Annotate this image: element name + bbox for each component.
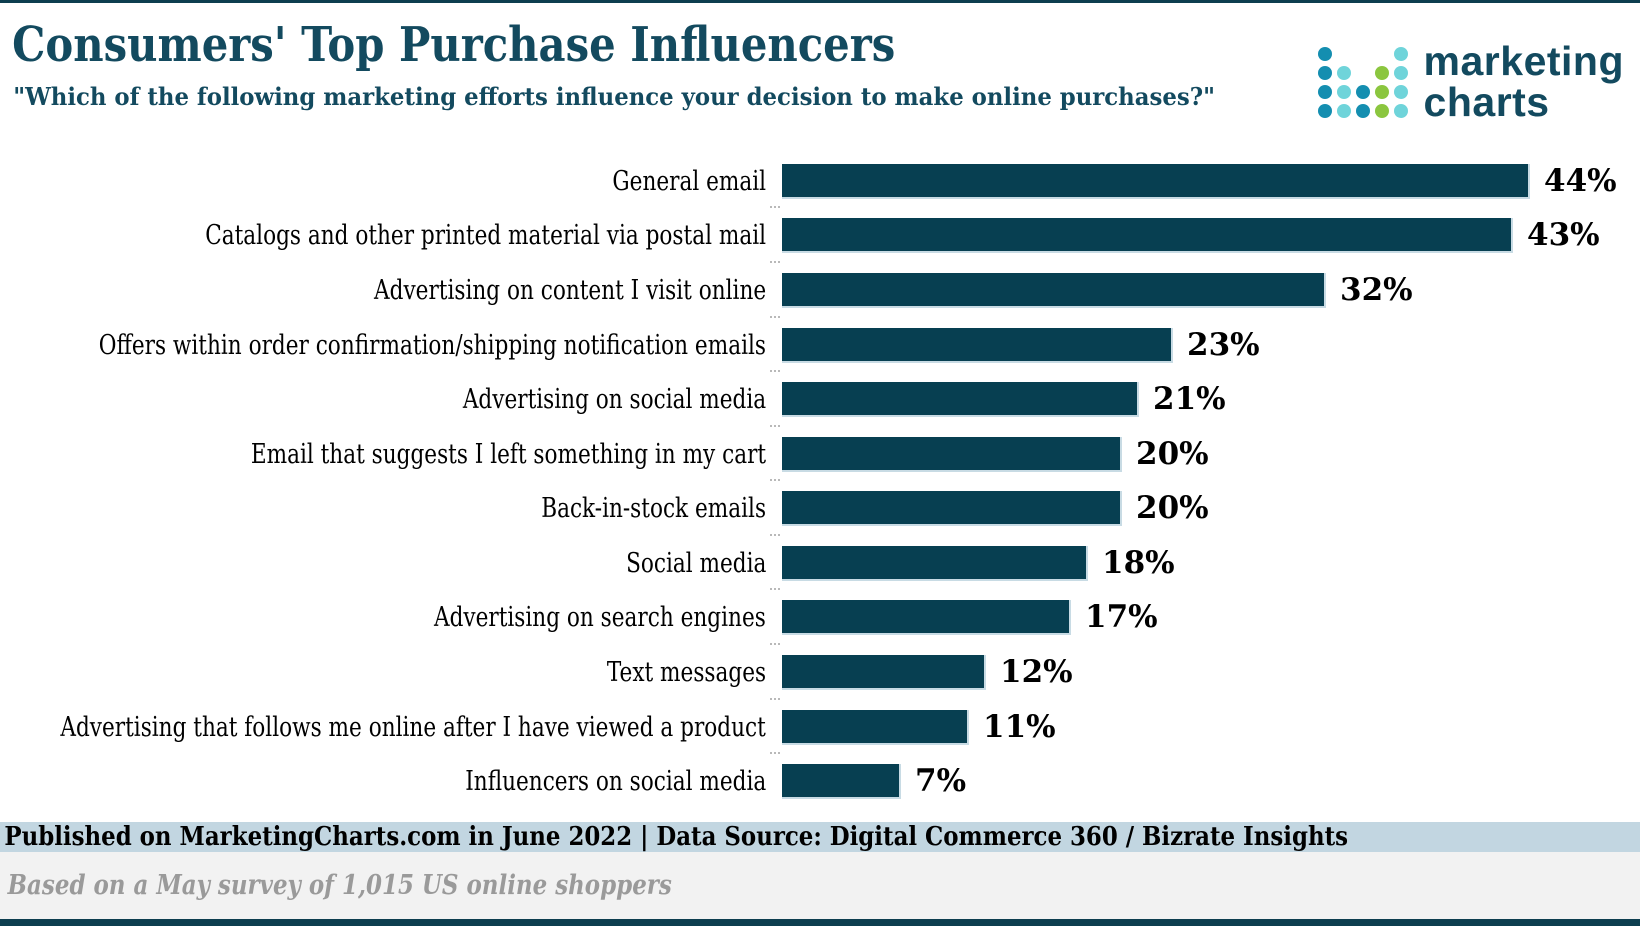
logo-dot-icon [1374, 65, 1389, 80]
logo-dot-icon [1317, 46, 1332, 61]
page-title: Consumers' Top Purchase Influencers [12, 17, 896, 73]
value-label: 11% [983, 708, 1056, 745]
logo-dot-icon [1317, 65, 1332, 80]
value-label: 17% [1085, 599, 1158, 636]
category-label: Advertising on content I visit online [373, 274, 766, 306]
bar-row: Advertising that follows me online after… [0, 697, 1640, 755]
category-label: Back-in-stock emails [541, 493, 766, 525]
category-label: Social media [625, 547, 766, 579]
logo-dot-empty [1375, 47, 1389, 61]
bar [782, 272, 1326, 308]
category-label: Catalogs and other printed material via … [205, 220, 766, 252]
bar-track: 43% [770, 206, 1640, 254]
bar [782, 436, 1122, 472]
bar-track: 20% [770, 479, 1640, 527]
logo-dot-icon [1336, 65, 1351, 80]
category-label: Advertising on search engines [434, 602, 766, 634]
logo-dot-icon [1317, 103, 1332, 118]
logo-dot-empty [1356, 66, 1370, 80]
bar-track: 44% [782, 162, 1640, 199]
bar-track: 32% [770, 260, 1640, 308]
value-label: 20% [1136, 490, 1209, 527]
bar [782, 764, 901, 800]
bar-track: 12% [770, 642, 1640, 690]
value-label: 23% [1187, 326, 1260, 363]
bar [782, 382, 1139, 418]
category-label: Offers within order confirmation/shippin… [98, 329, 766, 361]
logo-dot-empty [1337, 47, 1351, 61]
bar [782, 545, 1088, 581]
bar-track: 11% [770, 697, 1640, 745]
value-label: 7% [915, 763, 967, 800]
bar-track: 21% [770, 370, 1640, 418]
bar-track: 17% [770, 588, 1640, 636]
bar-row: Offers within order confirmation/shippin… [0, 315, 1640, 373]
logo-dots-icon [1317, 46, 1408, 118]
bar-row: Text messages 12% [0, 642, 1640, 700]
value-label: 32% [1340, 271, 1413, 308]
bar [782, 491, 1122, 527]
bar-row: Advertising on content I visit online 32% [0, 260, 1640, 318]
bar [782, 709, 969, 745]
value-label: 44% [1544, 162, 1617, 199]
category-label: Email that suggests I left something in … [250, 438, 766, 470]
logo-dot-icon [1393, 46, 1408, 61]
bar-row: Advertising on search engines 17% [0, 588, 1640, 646]
header: Consumers' Top Purchase Influencers "Whi… [0, 17, 1640, 154]
bar [782, 654, 986, 690]
logo-wordmark: marketing charts [1424, 41, 1624, 123]
survey-question-subtitle: "Which of the following marketing effort… [13, 82, 1215, 111]
footer-note-text: Based on a May survey of 1,015 US online… [7, 870, 672, 901]
bar-row: Social media 18% [0, 533, 1640, 591]
footer-source-text: Published on MarketingCharts.com in June… [4, 822, 1349, 852]
top-border [0, 0, 1640, 3]
footer-source-band: Published on MarketingCharts.com in June… [0, 822, 1640, 852]
logo-dot-icon [1374, 103, 1389, 118]
value-label: 43% [1527, 217, 1600, 254]
bar-track: 18% [770, 533, 1640, 581]
bar [782, 600, 1071, 636]
value-label: 18% [1102, 544, 1175, 581]
bar-row: Influencers on social media 7% [0, 752, 1640, 809]
value-label: 12% [1000, 653, 1073, 690]
logo-dot-empty [1356, 47, 1370, 61]
category-label: Advertising on social media [462, 384, 766, 416]
bar-track: 23% [770, 315, 1640, 363]
logo-dot-icon [1374, 84, 1389, 99]
logo-dot-icon [1336, 103, 1351, 118]
bar-track: 7% [770, 752, 1640, 800]
logo-dot-icon [1355, 84, 1370, 99]
bar-row: Email that suggests I left something in … [0, 424, 1640, 482]
bar-chart: General email 44% Catalogs and other print… [0, 154, 1640, 809]
category-label: Influencers on social media [464, 766, 766, 798]
bar [782, 163, 1530, 199]
logo-dot-icon [1355, 103, 1370, 118]
bar [782, 327, 1173, 363]
logo-word-marketing: marketing [1423, 38, 1624, 84]
logo-dot-icon [1393, 103, 1408, 118]
bar-row: Advertising on social media 21% [0, 370, 1640, 427]
footer-note-band: Based on a May survey of 1,015 US online… [0, 852, 1640, 919]
category-label: Text messages [606, 656, 766, 688]
value-label: 21% [1153, 381, 1226, 418]
bar-track: 20% [770, 424, 1640, 472]
bottom-border [0, 919, 1640, 926]
logo-word-charts: charts [1423, 79, 1550, 125]
bar-row: Catalogs and other printed material via … [0, 206, 1640, 264]
bar-row: General email 44% [0, 154, 1640, 209]
bar [782, 218, 1513, 254]
logo-dot-icon [1393, 65, 1408, 80]
category-label: Advertising that follows me online after… [60, 711, 766, 743]
logo-dot-icon [1317, 84, 1332, 99]
logo-dot-icon [1393, 84, 1408, 99]
category-label: General email [612, 165, 766, 197]
value-label: 20% [1136, 435, 1209, 472]
bar-row: Back-in-stock emails 20% [0, 479, 1640, 536]
logo-dot-icon [1336, 84, 1351, 99]
marketingcharts-logo: marketing charts [1317, 41, 1624, 123]
